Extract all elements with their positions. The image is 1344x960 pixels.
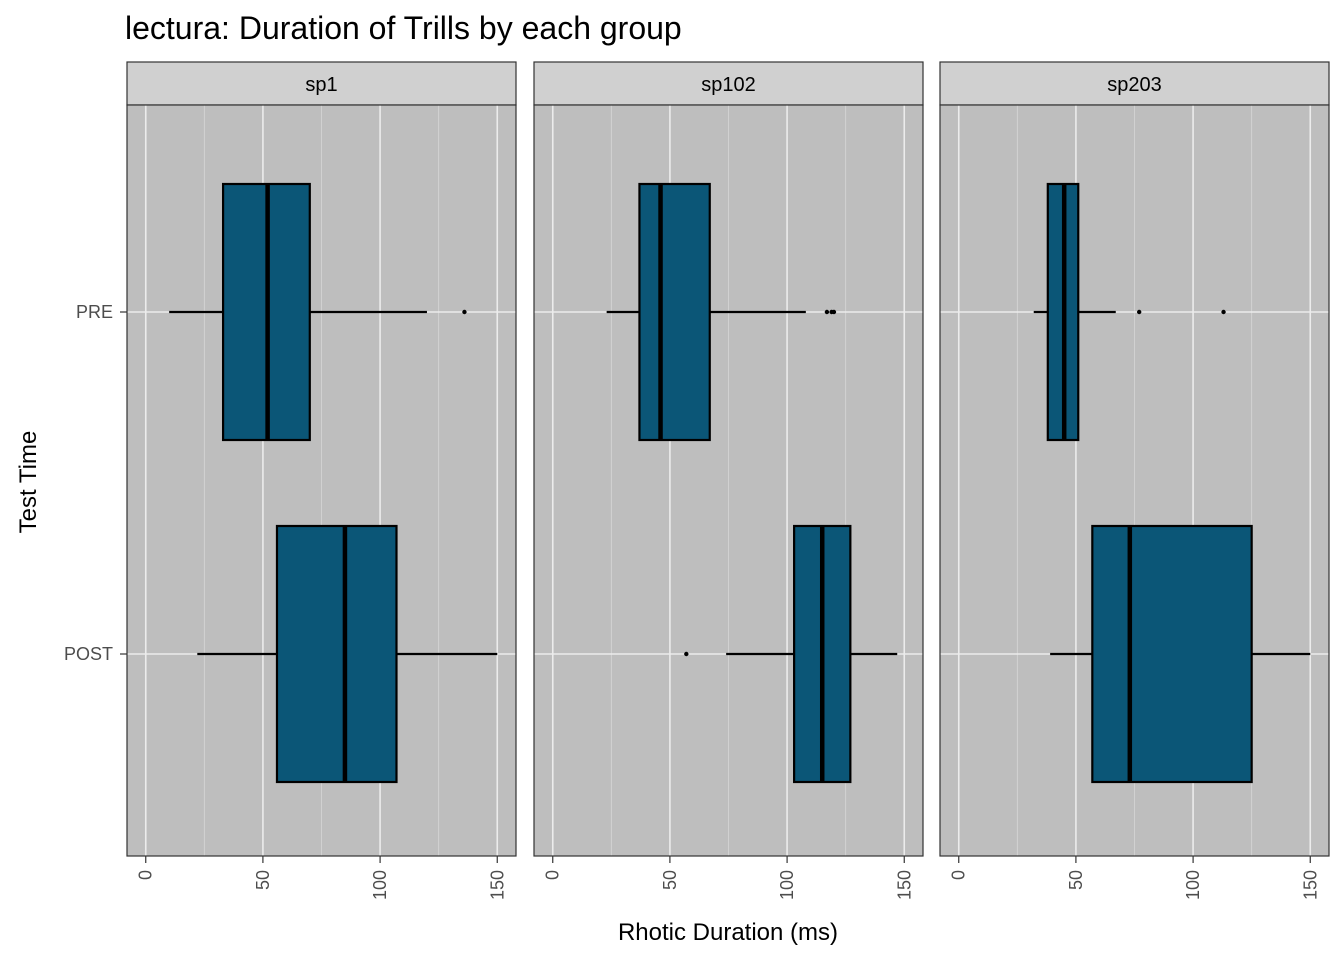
facet-panel-sp203: sp203 0 50 100 150 [939, 61, 1330, 900]
facet-strip-label: sp203 [1107, 74, 1162, 96]
outlier-point [462, 309, 467, 315]
y-tick-label: PRE [76, 302, 113, 322]
facet-strip [533, 61, 924, 106]
outlier-point [824, 309, 830, 315]
x-tick-label: 100 [777, 870, 797, 900]
box-pre [169, 182, 467, 442]
y-axis-title: Test Time [15, 431, 42, 534]
x-tick-label: 150 [894, 870, 914, 900]
chart-title: lectura: Duration of Trills by each grou… [125, 10, 682, 46]
x-tick-label: 0 [543, 870, 563, 880]
facet-panel-sp102: sp102 0 50 100 150 [533, 61, 924, 900]
x-tick-label: 150 [487, 870, 507, 900]
x-tick-label: 0 [949, 870, 969, 880]
facet-strip-label: sp102 [701, 74, 756, 96]
facet-strip-label: sp1 [305, 74, 337, 96]
y-tick-label: POST [64, 644, 113, 664]
panel-border [939, 104, 1330, 857]
box-post [684, 524, 898, 784]
facet-strip [939, 61, 1330, 106]
x-tick-label: 100 [1183, 870, 1203, 900]
box-iqr [1091, 524, 1253, 784]
box-post [197, 524, 498, 784]
box-post [1050, 524, 1311, 784]
x-tick-label: 0 [136, 870, 156, 880]
x-tick-label: 50 [253, 870, 273, 890]
outlier-point [1221, 309, 1226, 315]
box-pre [606, 182, 837, 442]
x-tick-label: 100 [370, 870, 390, 900]
x-tick-label: 50 [660, 870, 680, 890]
y-axis: PRE POST [64, 302, 127, 664]
panel-border [533, 104, 924, 857]
panel-border [126, 104, 517, 857]
outlier-point [1136, 309, 1142, 315]
box-iqr [638, 182, 711, 442]
box-iqr [275, 524, 398, 784]
facet-panels: sp1 0 50 100 150 sp102 0 50 100 150 sp203 0 50 100 150 [126, 61, 1330, 900]
outlier-point [684, 651, 689, 657]
x-tick-label: 50 [1066, 870, 1086, 890]
x-axis-title: Rhotic Duration (ms) [618, 919, 838, 946]
facet-panel-sp1: sp1 0 50 100 150 [126, 61, 517, 900]
outlier-point [831, 309, 837, 315]
box-pre [1033, 182, 1226, 442]
facet-strip [126, 61, 517, 106]
x-tick-label: 150 [1300, 870, 1320, 900]
